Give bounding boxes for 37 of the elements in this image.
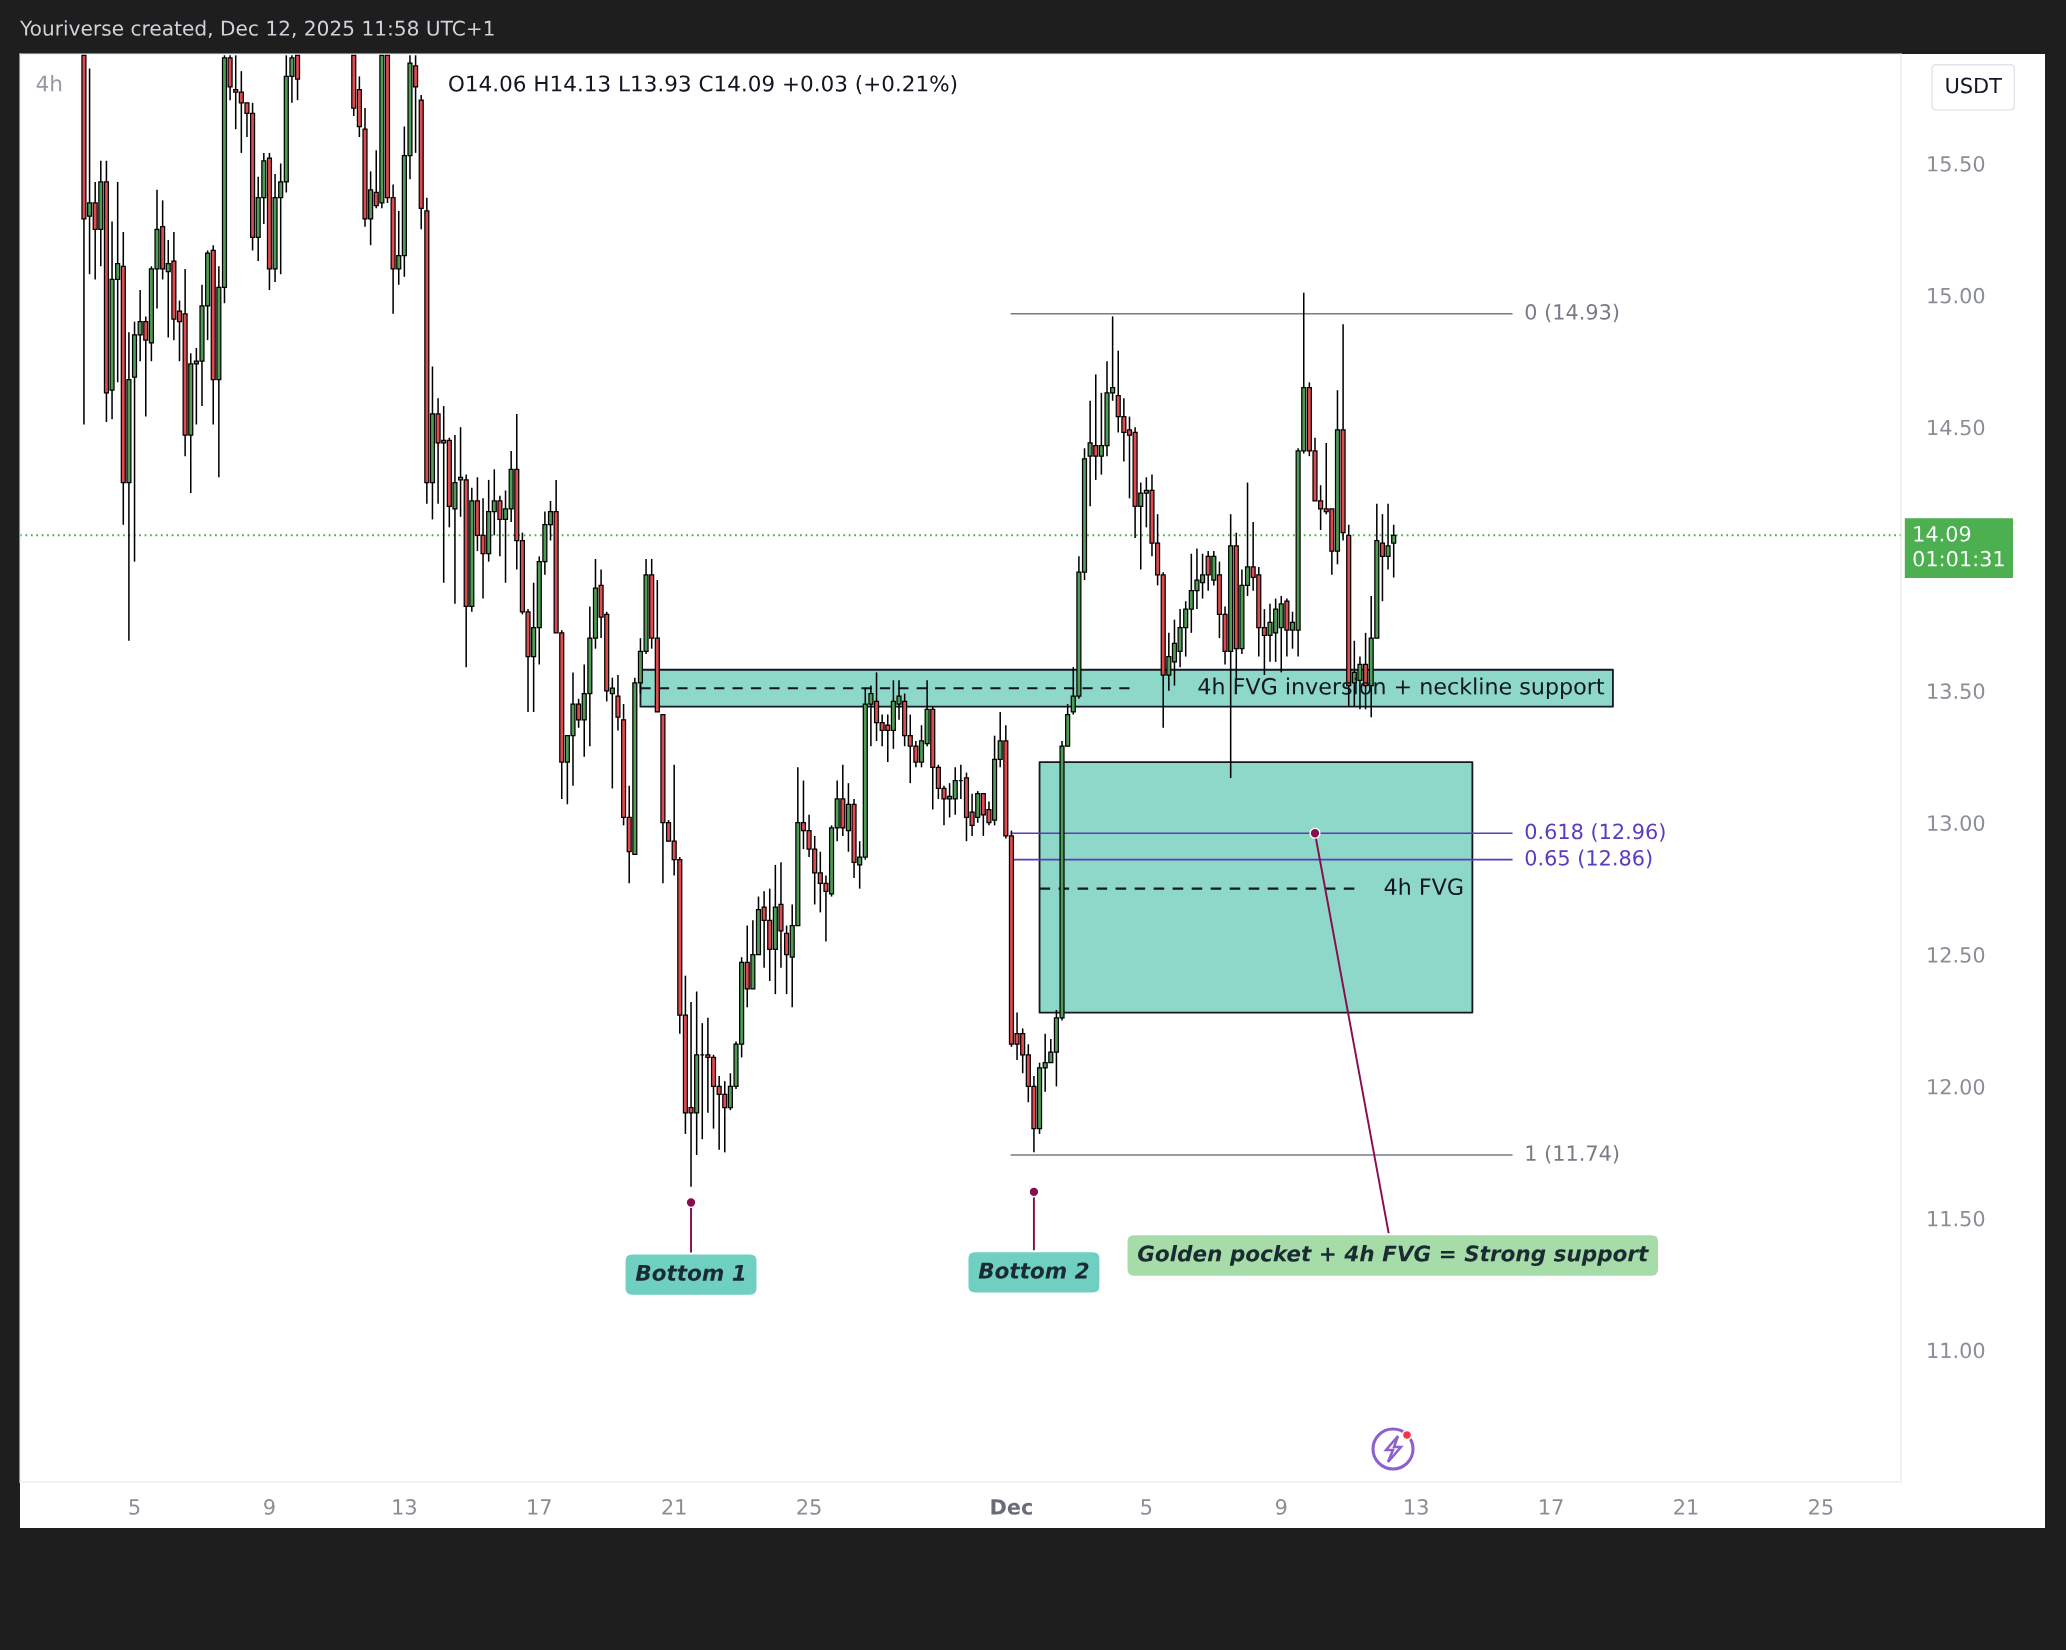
x-tick-label: 5 [129,1499,140,1515]
x-tick-label: 21 [1674,1499,1698,1515]
x-tick-label: 9 [1275,1499,1287,1515]
series-label: 0.65 (12.86) [1525,849,1652,869]
annotation: 4h [36,75,62,92]
series-label: 0 (14.93) [1525,303,1619,323]
x-tick-label: 25 [1809,1499,1833,1515]
series-label: 0.618 (12.96) [1525,823,1665,842]
x-tick-label: Dec [991,1499,1032,1515]
y-tick-label: 11.00 [1928,1342,1985,1359]
x-tick-label: 25 [797,1499,821,1515]
y-axis-title: USDT [1946,77,2002,94]
x-tick-label: 5 [1141,1499,1152,1515]
chart-title: Youriverse created, Dec 12, 2025 11:58 UTC+1 [19,20,494,38]
candlestick [615,674,621,732]
x-tick-label: 17 [528,1499,551,1515]
y-tick-label: 12.00 [1928,1078,1985,1095]
candlestick [1391,523,1397,579]
ref-line-label: 14.09 01:01:31 [1913,525,2004,567]
y-tick-label: 15.00 [1928,287,1985,304]
y-tick-label: 14.50 [1928,419,1985,436]
x-tick-label: 21 [662,1499,686,1515]
y-tick-label: 12.50 [1928,947,1985,963]
y-tick-label: 13.00 [1928,815,1985,831]
y-tick-label: 15.50 [1928,155,1985,172]
annotation: O14.06 H14.13 L13.93 C14.09 +0.03 (+0.21%) [449,75,957,95]
series-label: 1 (11.74) [1526,1144,1619,1164]
annotation: Bottom 2 [978,1262,1089,1279]
x-tick-label: 13 [1405,1499,1428,1515]
x-tick-label: 17 [1540,1499,1563,1515]
series-label: 4h FVG [1384,877,1463,896]
x-tick-label: 9 [264,1499,275,1515]
annotation: Golden pocket + 4h FVG = Strong support [1138,1244,1649,1266]
annotation: Bottom 1 [635,1264,745,1281]
y-tick-label: 11.50 [1928,1210,1985,1227]
x-tick-label: 13 [393,1499,416,1515]
y-tick-label: 13.50 [1928,683,1985,700]
